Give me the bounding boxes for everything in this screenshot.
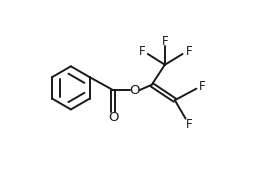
Text: O: O [108,111,118,124]
Text: O: O [130,84,140,97]
Text: F: F [199,80,206,93]
Text: F: F [162,35,168,48]
Text: F: F [185,45,192,58]
Text: F: F [186,118,193,131]
Text: F: F [138,45,145,58]
